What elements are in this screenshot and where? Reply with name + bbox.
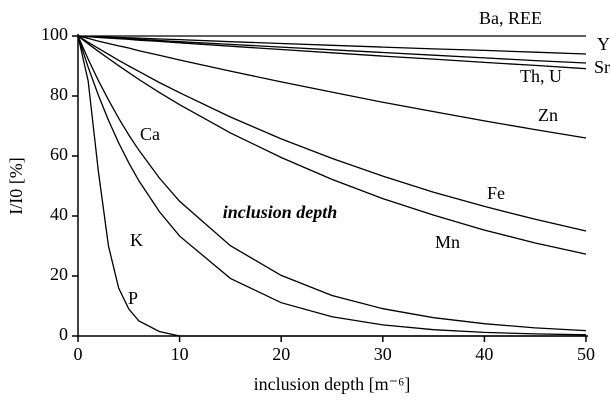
- series-line: [77, 35, 587, 332]
- y-tick-label: 80: [50, 84, 68, 104]
- x-tick-label: 20: [272, 344, 290, 364]
- y-tick-label: 100: [41, 24, 68, 44]
- series-label: Zn: [538, 105, 558, 125]
- series-line: [77, 35, 587, 255]
- series-label: Y: [597, 34, 610, 54]
- x-tick-label: 30: [374, 344, 392, 364]
- y-axis-label: I/I0 [%]: [6, 157, 26, 214]
- y-tick-label: 20: [50, 264, 68, 284]
- series-label: Fe: [487, 183, 505, 203]
- x-tick-label: 50: [577, 344, 595, 364]
- x-tick-label: 0: [74, 344, 83, 364]
- series-label: Th, U: [520, 66, 562, 86]
- x-axis-label: inclusion depth [m⁻⁶]: [254, 374, 411, 394]
- series-line: [77, 35, 587, 55]
- y-tick-label: 40: [50, 204, 68, 224]
- series-line: [77, 35, 587, 232]
- series-label: Ba, REE: [479, 8, 542, 28]
- series-line: [77, 35, 587, 139]
- series-line: [77, 35, 587, 70]
- series-label: K: [130, 230, 143, 250]
- series-label: Mn: [435, 232, 460, 252]
- series-line: [77, 35, 586, 337]
- series-label: P: [128, 288, 138, 308]
- series-label: Ca: [140, 124, 160, 144]
- series-label: Sr: [594, 57, 610, 77]
- series-line: [77, 35, 587, 336]
- x-tick-label: 10: [171, 344, 189, 364]
- y-tick-label: 0: [59, 324, 68, 344]
- annotation: inclusion depth: [223, 202, 338, 222]
- x-tick-label: 40: [475, 344, 493, 364]
- y-tick-label: 60: [50, 144, 68, 164]
- series-line: [77, 35, 587, 64]
